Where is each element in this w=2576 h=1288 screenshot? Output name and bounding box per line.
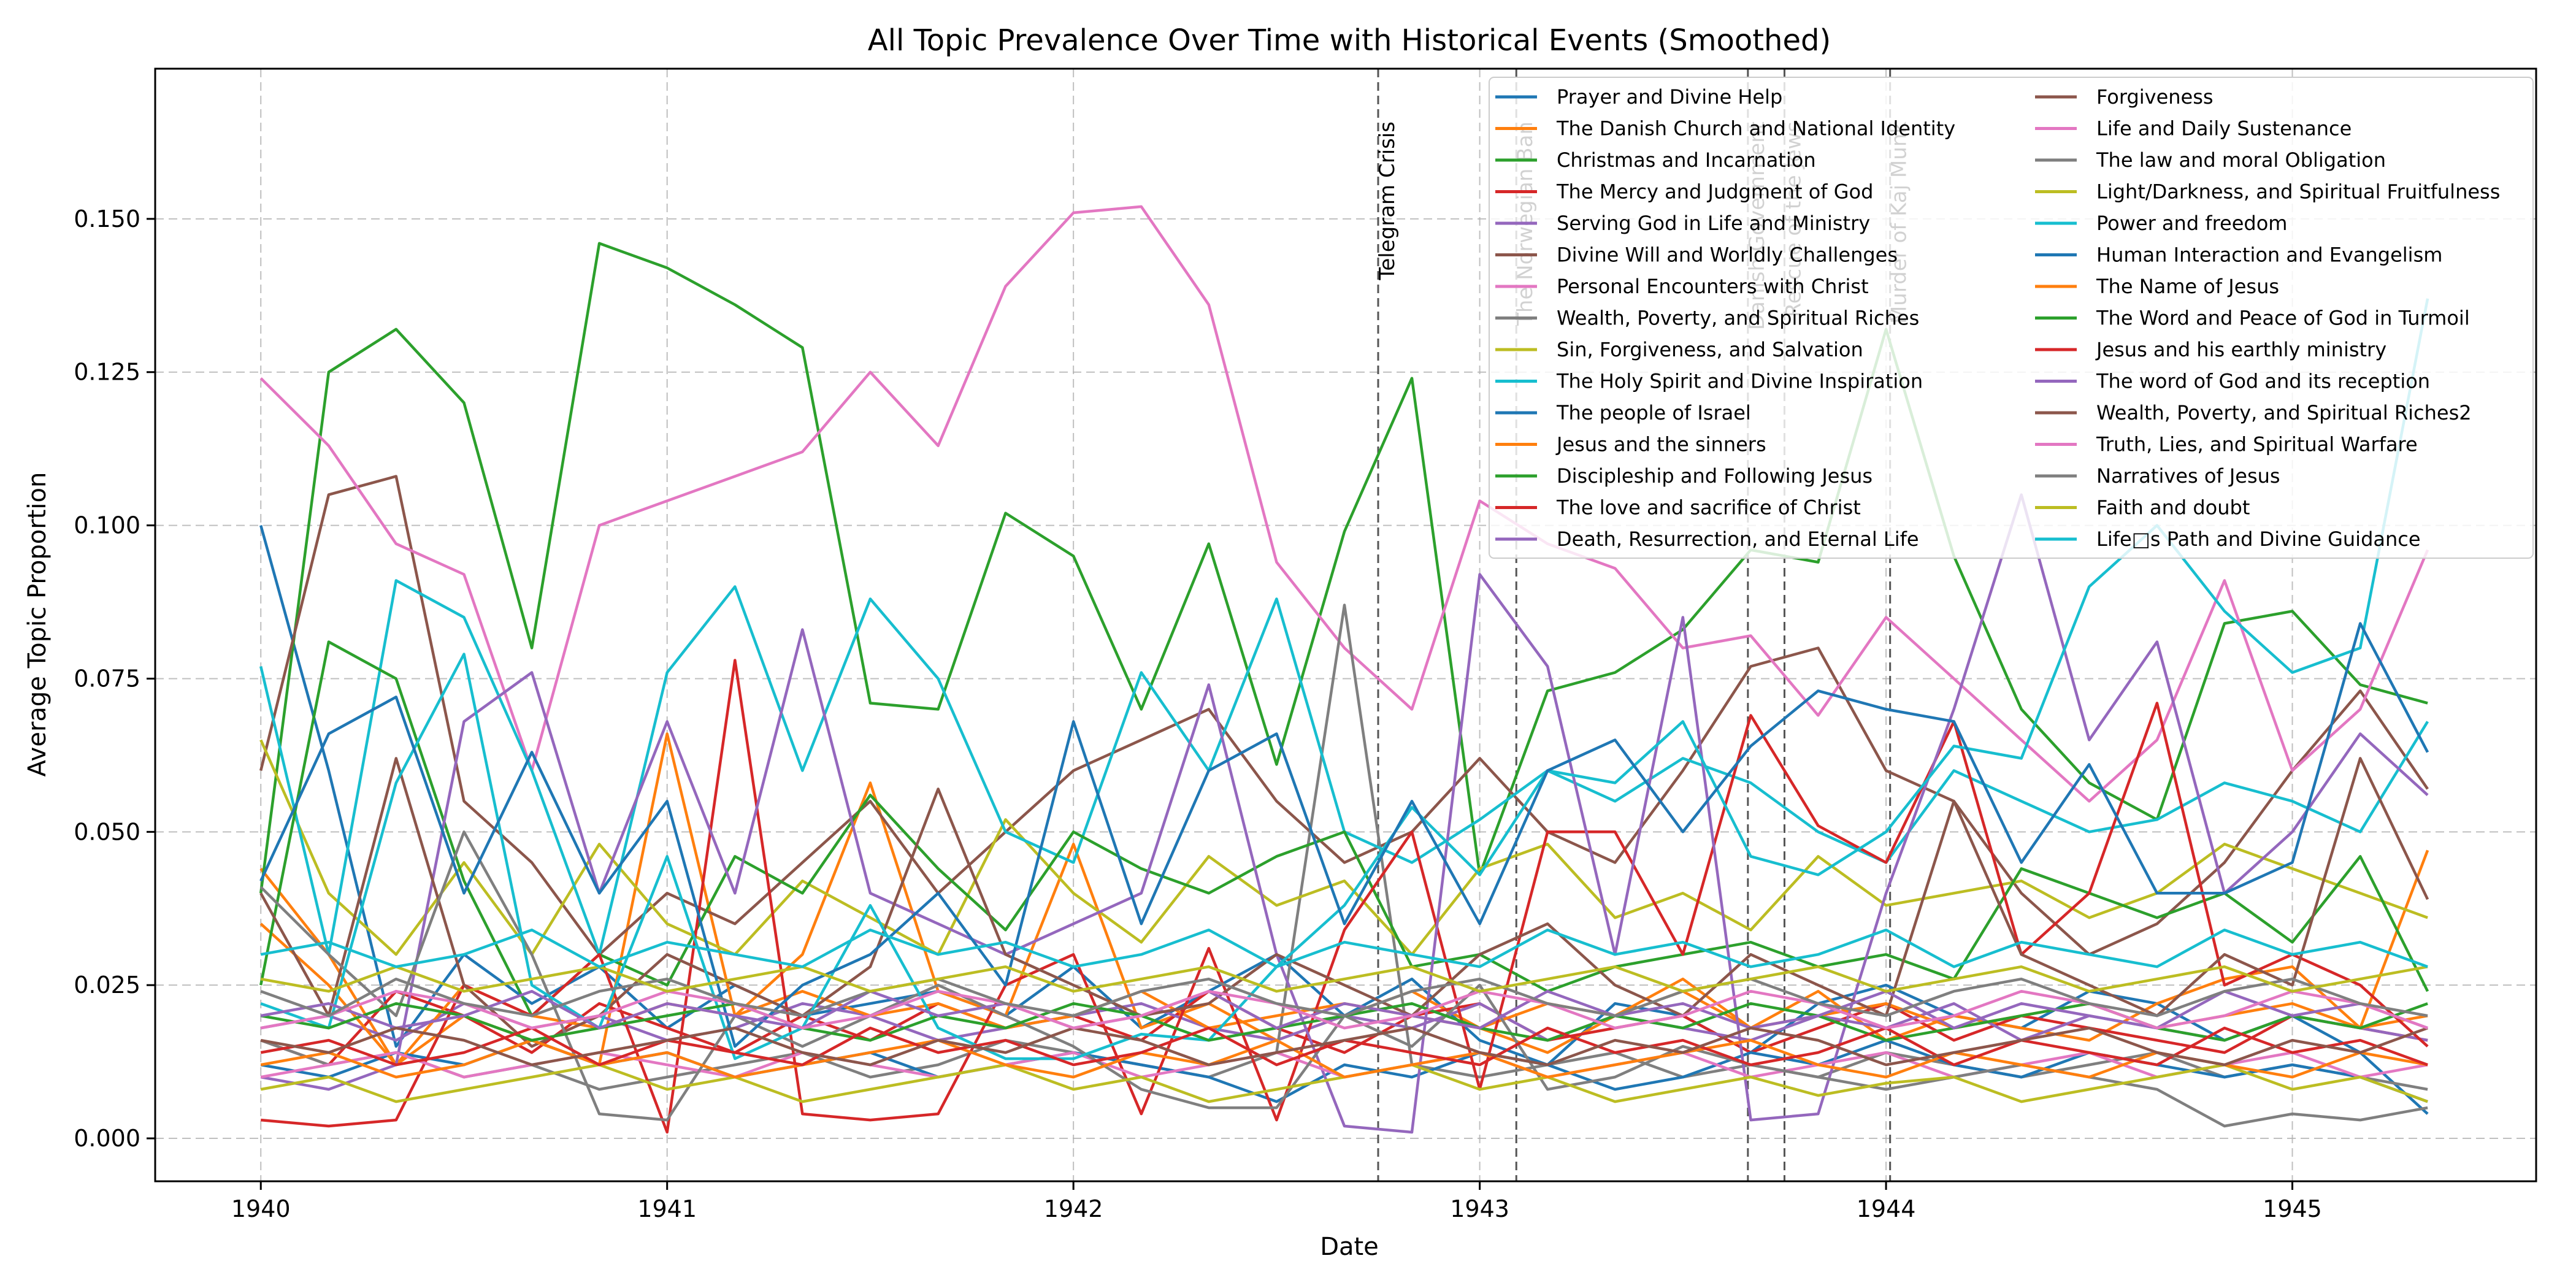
series-line (259, 242, 2428, 894)
legend-label: Prayer and Divine Help (1557, 85, 1782, 109)
legend-label: Wealth, Poverty, and Spiritual Riches (1557, 307, 1919, 330)
series-line (260, 965, 2428, 993)
legend-label: The Holy Spirit and Divine Inspiration (1556, 370, 1923, 393)
tick-layer: 1940 1941 1942 1943 1944 1945 0.000 0.025 0.050 0… (74, 205, 2322, 1222)
chart-title: All Topic Prevalence Over Time with Hist… (868, 23, 1831, 58)
legend-label: Forgiveness (2096, 85, 2214, 109)
legend-label: Serving God in Life and Ministry (1557, 212, 1870, 235)
series-line (260, 928, 2428, 968)
x-tick-label: 1945 (2263, 1195, 2322, 1222)
legend-label: Narratives of Jesus (2096, 464, 2280, 488)
legend-label: Divine Will and Worldly Challenges (1557, 243, 1898, 267)
x-tick-label: 1940 (231, 1195, 291, 1222)
event-label: Telegram Crisis (1375, 121, 1400, 281)
series-line (260, 1026, 2428, 1067)
legend-label: The Danish Church and National Identity (1556, 117, 1955, 140)
y-tick-label: 0.075 (74, 665, 140, 692)
legend-label: Life□s Path and Divine Guidance (2096, 527, 2421, 551)
legend-label: Life and Daily Sustenance (2096, 117, 2352, 140)
legend-label: The word of God and its reception (2096, 370, 2430, 393)
legend-label: Wealth, Poverty, and Spiritual Riches2 (2096, 401, 2472, 424)
legend-label: Death, Resurrection, and Eternal Life (1557, 527, 1919, 551)
legend-label: The Name of Jesus (2096, 275, 2279, 298)
legend-box (1489, 77, 2534, 559)
series-line (260, 493, 2429, 1134)
legend-label: Human Interaction and Evangelism (2096, 243, 2442, 267)
legend-label: Faith and doubt (2096, 496, 2250, 519)
series-line (260, 989, 2428, 1030)
series-line (259, 739, 2428, 956)
series-line (260, 298, 2429, 1060)
series-line (259, 757, 2429, 1048)
y-tick-label: 0.025 (74, 972, 140, 999)
y-tick-label: 0.000 (74, 1125, 140, 1152)
series-line (260, 1038, 2428, 1079)
legend-label: Discipleship and Following Jesus (1557, 464, 1873, 488)
legend-label: The law and moral Obligation (2096, 148, 2386, 172)
series-line (259, 475, 2429, 956)
series-line (260, 977, 2428, 1018)
legend-label: Truth, Lies, and Spiritual Warfare (2096, 433, 2418, 456)
legend-label: The people of Israel (1556, 401, 1751, 424)
legend-label: The love and sacrifice of Christ (1556, 496, 1861, 519)
x-tick-label: 1944 (1857, 1195, 1916, 1222)
x-axis-label: Date (1320, 1233, 1379, 1261)
legend-label: The Word and Peace of God in Turmoil (2096, 307, 2470, 330)
legend: Prayer and Divine Help The Danish Church … (1489, 77, 2534, 559)
plot-frame (154, 67, 2537, 1183)
legend-label: The Mercy and Judgment of God (1556, 180, 1873, 204)
y-tick-label: 0.050 (74, 818, 140, 845)
series-layer (259, 205, 2429, 1134)
legend-label: Power and freedom (2096, 212, 2287, 235)
y-tick-label: 0.125 (74, 359, 140, 386)
legend-label: Christmas and Incarnation (1557, 148, 1816, 172)
legend-label: Sin, Forgiveness, and Salvation (1557, 338, 1863, 361)
legend-label: Jesus and his earthly ministry (2095, 338, 2386, 361)
y-tick-label: 0.100 (74, 512, 140, 539)
series-line (259, 622, 2429, 1048)
series-line (259, 640, 2429, 1018)
y-axis-label: Average Topic Proportion (23, 472, 52, 777)
series-line (260, 989, 2428, 1030)
legend-label: Personal Encounters with Christ (1557, 275, 1869, 298)
series-line (259, 205, 2429, 803)
y-tick-label: 0.150 (74, 205, 140, 232)
series-line (260, 604, 2428, 1091)
series-line (260, 659, 2429, 1134)
legend-label: Jesus and the sinners (1555, 433, 1766, 456)
x-tick-label: 1941 (637, 1195, 697, 1222)
legend-label: Light/Darkness, and Spiritual Fruitfulne… (2096, 180, 2500, 204)
x-tick-label: 1943 (1450, 1195, 1509, 1222)
x-tick-label: 1942 (1044, 1195, 1103, 1222)
